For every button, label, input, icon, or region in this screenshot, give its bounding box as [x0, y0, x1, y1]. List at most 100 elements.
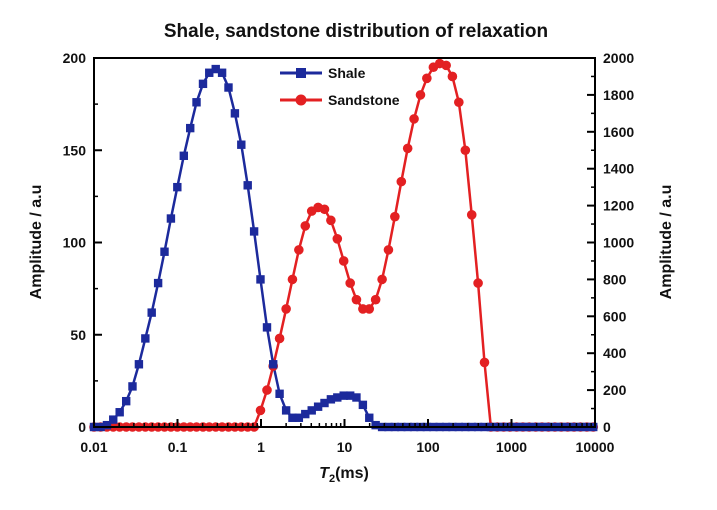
x-tick-label: 10: [337, 439, 353, 455]
data-point-shale: [217, 68, 227, 77]
data-point-sandstone: [402, 143, 413, 154]
data-point-shale: [173, 182, 182, 192]
data-point-shale: [256, 275, 265, 284]
data-point-shale: [186, 123, 195, 133]
data-point-shale: [281, 406, 291, 415]
legend-label-shale: Shale: [328, 65, 366, 81]
y2-tick-label: 1000: [603, 235, 634, 251]
data-point-sandstone: [332, 234, 343, 244]
data-point-shale: [326, 395, 336, 404]
data-point-shale: [269, 360, 278, 369]
x-tick-label: 1: [257, 439, 265, 455]
x-axis-label-rest: (ms): [335, 465, 369, 482]
data-point-shale: [237, 140, 246, 149]
data-point-sandstone: [447, 71, 458, 82]
data-point-sandstone: [396, 176, 407, 187]
data-point-shale: [313, 402, 323, 411]
y2-tick-label: 1800: [603, 87, 634, 103]
data-point-sandstone: [370, 294, 381, 305]
plot-lines: [94, 62, 594, 429]
x-axis-ticks: 0.01 0.1 1 10 100 1000 10000: [80, 419, 615, 455]
y2-tick-label: 0: [603, 419, 611, 435]
y2-tick-label: 1600: [603, 124, 634, 140]
data-point-shale: [211, 64, 220, 74]
x-tick-label: 1000: [496, 439, 527, 455]
y2-tick-label: 600: [603, 308, 627, 324]
data-point-shale: [179, 151, 189, 160]
series-line-shale: [94, 67, 594, 429]
data-point-shale: [192, 98, 201, 107]
data-point-shale: [339, 391, 348, 400]
data-point-sandstone: [255, 405, 266, 416]
y-axis-ticks: 0 50 100 150 200: [63, 50, 102, 435]
y2-tick-label: 1200: [603, 198, 634, 214]
x-tick-label: 0.01: [80, 439, 107, 455]
legend-marker-shale: [296, 68, 306, 78]
y-tick-label: 50: [70, 327, 86, 343]
data-point-sandstone: [274, 333, 285, 344]
data-point-shale: [134, 360, 144, 369]
data-point-sandstone: [281, 304, 291, 314]
data-point-sandstone: [364, 304, 375, 314]
x-tick-label: 10000: [576, 439, 615, 455]
data-point-sandstone: [415, 90, 426, 100]
data-point-shale: [102, 420, 112, 430]
data-point-sandstone: [262, 385, 272, 395]
data-point-shale: [262, 323, 272, 332]
data-point-sandstone: [466, 210, 477, 220]
data-point-shale: [230, 109, 240, 118]
data-point-sandstone: [383, 245, 394, 255]
data-point-shale: [109, 415, 118, 424]
data-point-shale: [320, 398, 329, 408]
data-point-shale: [243, 181, 252, 190]
data-point-sandstone: [409, 114, 419, 124]
data-point-sandstone: [300, 221, 311, 231]
y2-tick-label: 800: [603, 271, 627, 287]
data-point-shale: [115, 408, 124, 417]
data-point-shale: [153, 278, 163, 288]
data-point-shale: [301, 409, 310, 419]
data-point-shale: [365, 413, 374, 422]
y2-axis-ticks: 0 200 400 600 800 1000 1200 1400 1600 1800 2000: [587, 50, 634, 435]
y2-tick-label: 200: [603, 382, 627, 398]
legend-label-sandstone: Sandstone: [328, 92, 400, 108]
data-point-shale: [358, 400, 368, 410]
legend-marker-sandstone: [295, 94, 307, 106]
data-point-sandstone: [441, 60, 451, 71]
x-axis-label-sub: 2: [329, 473, 335, 485]
x-tick-label: 100: [416, 439, 440, 455]
data-point-sandstone: [473, 278, 483, 288]
data-point-shale: [249, 227, 259, 236]
y2-tick-label: 1400: [603, 161, 634, 177]
data-point-shale: [371, 420, 380, 430]
data-point-shale: [275, 389, 284, 398]
data-point-shale: [307, 406, 316, 415]
data-point-sandstone: [460, 145, 471, 156]
y-tick-label: 100: [63, 235, 87, 251]
data-point-sandstone: [345, 278, 355, 288]
data-point-shale: [198, 79, 208, 89]
data-point-shale: [288, 413, 297, 422]
data-point-shale: [294, 413, 304, 422]
data-point-sandstone: [454, 97, 464, 108]
data-point-sandstone: [294, 245, 304, 255]
y-tick-label: 200: [63, 50, 87, 66]
x-axis-label: T2(ms): [319, 465, 369, 485]
data-point-shale: [345, 391, 355, 400]
y2-tick-label: 2000: [603, 50, 634, 66]
y-tick-label: 0: [78, 419, 86, 435]
y2-axis-label: Amplitude / a.u: [658, 185, 675, 300]
data-point-sandstone: [287, 274, 298, 285]
data-point-shale: [205, 68, 214, 77]
data-point-shale: [333, 393, 342, 402]
data-point-sandstone: [422, 73, 432, 84]
data-point-shale: [160, 247, 169, 256]
data-point-shale: [352, 393, 361, 402]
data-point-shale: [166, 214, 176, 223]
data-point-sandstone: [351, 294, 362, 305]
data-point-shale: [147, 308, 156, 317]
data-point-sandstone: [479, 357, 490, 368]
data-point-shale: [128, 382, 137, 391]
data-point-sandstone: [377, 274, 387, 285]
